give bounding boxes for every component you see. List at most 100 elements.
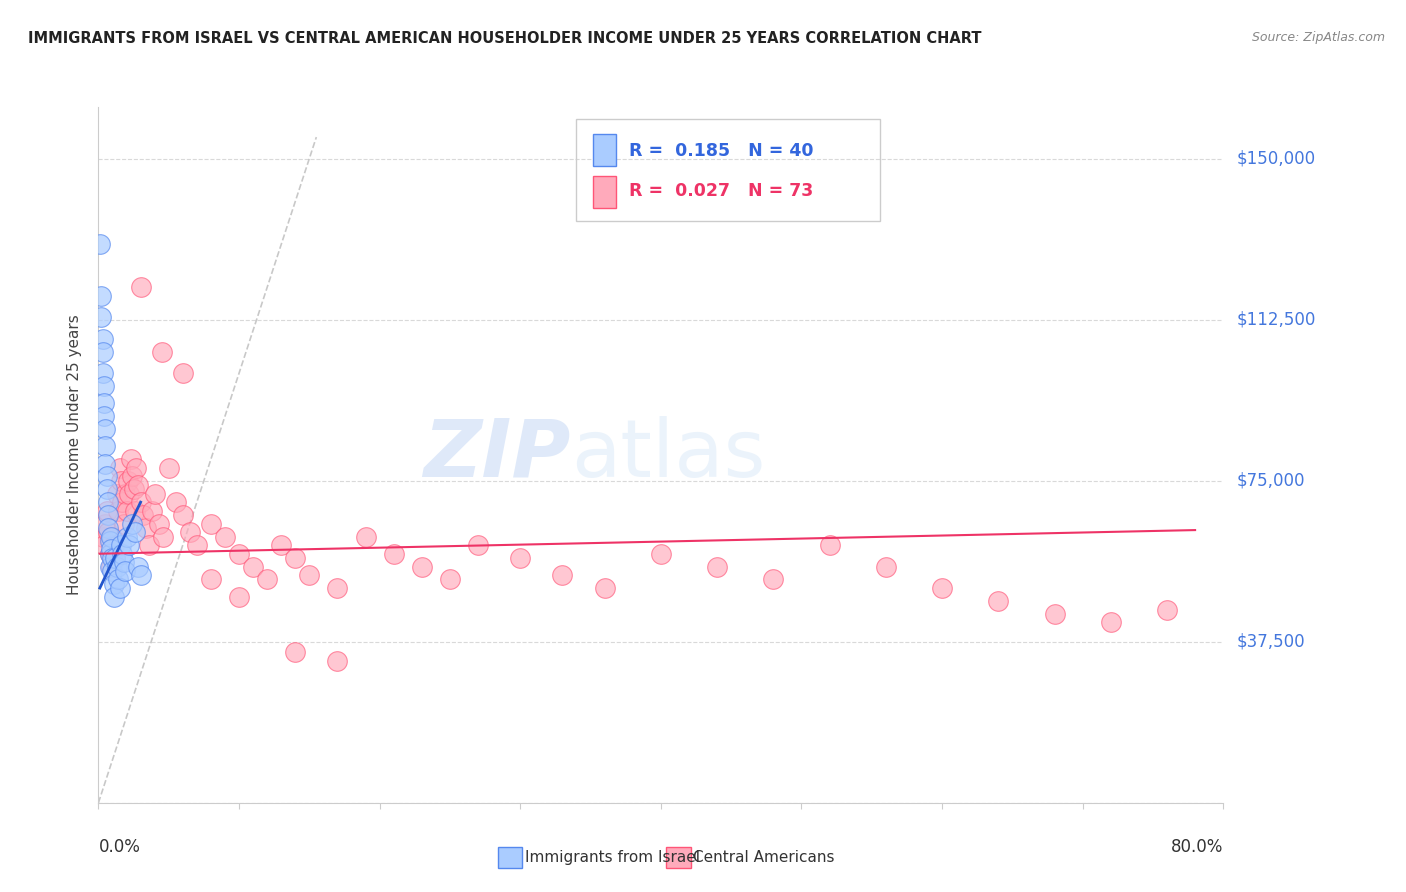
Point — [101, 529, 124, 543]
Point — [650, 547, 672, 561]
Point — [93, 396, 115, 410]
Point — [93, 538, 115, 552]
Point — [762, 573, 785, 587]
Point — [90, 289, 112, 303]
Text: R =  0.027   N = 73: R = 0.027 N = 73 — [630, 182, 814, 200]
Point — [104, 551, 127, 566]
Point — [103, 590, 125, 604]
Point — [284, 645, 307, 659]
Point — [96, 469, 118, 483]
Point — [132, 508, 155, 522]
Point — [94, 439, 117, 453]
Point — [98, 559, 121, 574]
Point — [124, 525, 146, 540]
Point — [104, 551, 127, 566]
Point — [107, 504, 129, 518]
Point — [326, 581, 349, 595]
Point — [97, 508, 120, 522]
Point — [98, 547, 121, 561]
Point — [111, 547, 134, 561]
Point — [91, 332, 114, 346]
Text: atlas: atlas — [571, 416, 765, 494]
Point — [96, 504, 118, 518]
Point — [551, 568, 574, 582]
Point — [172, 367, 194, 381]
Point — [148, 516, 170, 531]
Point — [108, 581, 131, 595]
Text: IMMIGRANTS FROM ISRAEL VS CENTRAL AMERICAN HOUSEHOLDER INCOME UNDER 25 YEARS COR: IMMIGRANTS FROM ISRAEL VS CENTRAL AMERIC… — [28, 31, 981, 46]
Point — [90, 310, 112, 325]
Point — [439, 573, 461, 587]
Point — [129, 568, 152, 582]
Point — [706, 559, 728, 574]
Point — [112, 555, 135, 569]
Point — [101, 564, 124, 578]
Point — [120, 452, 142, 467]
Point — [172, 508, 194, 522]
Point — [382, 547, 405, 561]
Point — [127, 559, 149, 574]
Point — [121, 516, 143, 531]
Point — [165, 495, 187, 509]
Point — [103, 576, 125, 591]
Point — [1099, 615, 1122, 630]
Bar — [498, 847, 523, 868]
Point — [100, 542, 122, 557]
Point — [97, 521, 120, 535]
Point — [124, 504, 146, 518]
Point — [818, 538, 841, 552]
Point — [150, 344, 173, 359]
Point — [107, 573, 129, 587]
Point — [214, 529, 236, 543]
Point — [110, 538, 132, 552]
Y-axis label: Householder Income Under 25 years: Householder Income Under 25 years — [67, 315, 83, 595]
Point — [270, 538, 292, 552]
Point — [94, 516, 117, 531]
Text: $75,000: $75,000 — [1237, 472, 1306, 490]
Point — [117, 474, 139, 488]
Point — [91, 367, 114, 381]
Point — [157, 460, 180, 475]
Text: $37,500: $37,500 — [1237, 632, 1306, 651]
Point — [103, 538, 125, 552]
Point — [284, 551, 307, 566]
Point — [138, 538, 160, 552]
Point — [242, 559, 264, 574]
Point — [110, 474, 132, 488]
Point — [108, 460, 131, 475]
Point — [97, 495, 120, 509]
Text: $150,000: $150,000 — [1237, 150, 1316, 168]
Point — [112, 516, 135, 531]
Point — [91, 529, 114, 543]
Point — [105, 559, 128, 574]
Point — [298, 568, 321, 582]
Point — [115, 529, 138, 543]
Point — [122, 483, 145, 497]
Text: Source: ZipAtlas.com: Source: ZipAtlas.com — [1251, 31, 1385, 45]
Text: ZIP: ZIP — [423, 416, 571, 494]
Point — [114, 486, 136, 500]
Point — [152, 529, 174, 543]
Point — [94, 457, 117, 471]
Point — [593, 581, 616, 595]
Point — [125, 460, 148, 475]
Text: 80.0%: 80.0% — [1171, 838, 1223, 855]
Point — [91, 344, 114, 359]
Text: $112,500: $112,500 — [1237, 310, 1316, 328]
Point — [96, 483, 118, 497]
Bar — [593, 134, 616, 166]
Point — [93, 409, 115, 424]
Point — [94, 422, 117, 436]
Point — [98, 547, 121, 561]
Point — [200, 573, 222, 587]
Point — [326, 654, 349, 668]
Bar — [593, 176, 616, 208]
Point — [105, 486, 128, 500]
Text: 0.0%: 0.0% — [98, 838, 141, 855]
Point — [93, 379, 115, 393]
Point — [98, 533, 121, 548]
Point — [115, 504, 138, 518]
Point — [121, 469, 143, 483]
Point — [228, 547, 250, 561]
Point — [200, 516, 222, 531]
